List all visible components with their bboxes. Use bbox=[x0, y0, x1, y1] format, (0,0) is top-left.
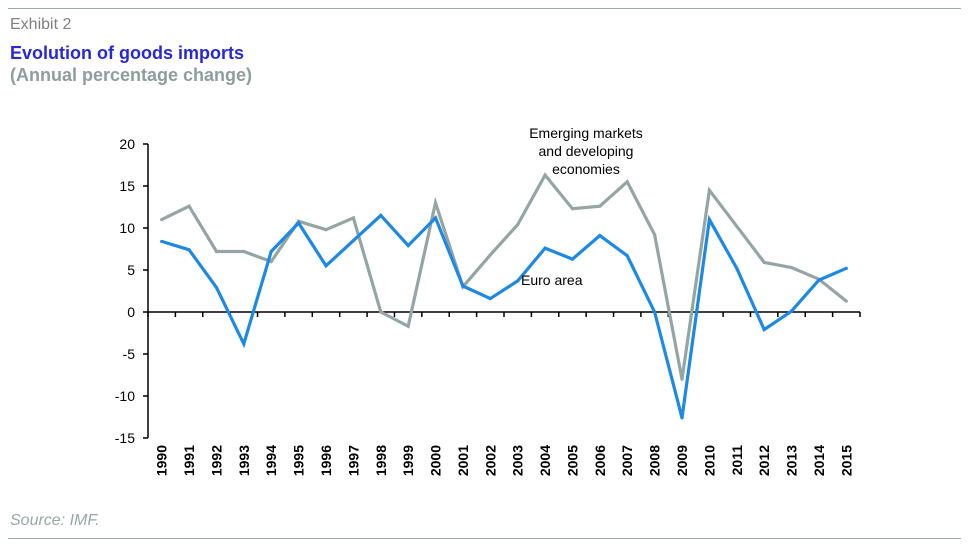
y-tick-label: -5 bbox=[123, 346, 136, 362]
x-tick-label: 2002 bbox=[482, 445, 498, 476]
x-tick-label: 2006 bbox=[592, 445, 608, 476]
x-tick-label: 2000 bbox=[428, 445, 444, 476]
y-tick-label: -10 bbox=[115, 388, 135, 404]
data-point bbox=[735, 224, 739, 228]
data-point bbox=[762, 328, 766, 332]
x-tick-label: 1991 bbox=[181, 445, 197, 476]
x-tick-label: 2012 bbox=[756, 445, 772, 476]
data-point bbox=[351, 239, 355, 243]
x-tick-label: 2014 bbox=[811, 445, 827, 476]
x-tick-label: 2015 bbox=[838, 445, 854, 476]
x-tick-label: 2005 bbox=[564, 445, 580, 476]
data-point bbox=[625, 254, 629, 258]
data-point bbox=[653, 233, 657, 237]
data-point bbox=[379, 310, 383, 314]
data-point bbox=[461, 284, 465, 288]
data-point bbox=[214, 249, 219, 254]
data-point bbox=[160, 218, 164, 222]
data-point bbox=[488, 253, 492, 257]
data-point bbox=[516, 279, 520, 283]
data-point bbox=[570, 207, 575, 211]
data-point bbox=[735, 266, 739, 270]
data-point bbox=[570, 257, 575, 261]
data-point bbox=[269, 260, 273, 264]
series-line-euro-area bbox=[161, 213, 847, 419]
data-point bbox=[406, 324, 410, 328]
series-label-emerging-markets: Emerging markets bbox=[529, 125, 643, 141]
x-tick-label: 1998 bbox=[373, 445, 389, 476]
data-point bbox=[543, 246, 547, 250]
data-point bbox=[598, 233, 602, 238]
data-point bbox=[269, 249, 273, 254]
data-point bbox=[187, 204, 191, 208]
y-tick-label: 5 bbox=[127, 262, 135, 278]
x-tick-label: 1992 bbox=[208, 445, 224, 476]
data-point bbox=[844, 266, 848, 270]
data-point bbox=[680, 416, 684, 420]
chart-title: Evolution of goods imports bbox=[10, 43, 244, 63]
x-tick-label: 2009 bbox=[674, 445, 690, 476]
source-note: Source: IMF. bbox=[10, 512, 100, 529]
bottom-rule bbox=[8, 538, 961, 539]
data-point bbox=[433, 216, 438, 220]
data-point bbox=[844, 299, 848, 303]
x-tick-label: 2013 bbox=[784, 445, 800, 476]
x-tick-label: 1994 bbox=[263, 445, 279, 476]
x-tick-label: 2008 bbox=[647, 445, 663, 476]
data-point bbox=[817, 278, 821, 282]
y-tick-label: 0 bbox=[127, 304, 135, 320]
x-tick-label: 2007 bbox=[619, 445, 635, 476]
chart-subtitle: (Annual percentage change) bbox=[10, 65, 253, 85]
data-point bbox=[297, 221, 301, 225]
x-tick-label: 1993 bbox=[236, 445, 252, 476]
y-tick-label: -15 bbox=[115, 430, 135, 446]
data-point bbox=[433, 201, 438, 205]
data-point bbox=[516, 223, 520, 227]
data-point bbox=[242, 342, 246, 346]
series-line-emerging-markets bbox=[160, 172, 848, 380]
data-point bbox=[214, 286, 219, 290]
y-tick-label: 20 bbox=[119, 136, 135, 152]
data-point bbox=[324, 228, 328, 232]
top-rule bbox=[8, 8, 961, 9]
series-label-emerging-markets: economies bbox=[552, 161, 620, 177]
plot-area: -15 -10 -5 0 5 10 15 20 1990 1991 1992 1993 1994 1995… bbox=[115, 125, 861, 476]
data-point bbox=[543, 173, 547, 177]
x-tick-label: 1995 bbox=[291, 445, 307, 476]
y-tick-label: 15 bbox=[119, 178, 135, 194]
data-point bbox=[789, 265, 794, 270]
x-tick-label: 1990 bbox=[154, 445, 170, 476]
data-point bbox=[653, 310, 657, 314]
data-point bbox=[762, 260, 766, 265]
data-point bbox=[351, 216, 355, 220]
series-label-euro-area: Euro area bbox=[521, 272, 583, 288]
x-tick-label: 1996 bbox=[318, 445, 334, 476]
series-label-emerging-markets: and developing bbox=[539, 143, 634, 159]
data-point bbox=[680, 377, 684, 381]
data-point bbox=[707, 188, 711, 192]
x-tick-label: 1997 bbox=[345, 445, 361, 476]
data-point bbox=[406, 244, 410, 248]
x-tick-label: 2003 bbox=[510, 445, 526, 476]
y-tick-label: 10 bbox=[119, 220, 135, 236]
x-tick-label: 2011 bbox=[729, 445, 745, 476]
data-point bbox=[789, 309, 794, 313]
x-tick-label: 2004 bbox=[537, 445, 553, 476]
data-point bbox=[625, 180, 629, 184]
data-point bbox=[242, 249, 246, 254]
x-tick-label: 2010 bbox=[701, 445, 717, 476]
data-point bbox=[379, 213, 383, 217]
exhibit-label: Exhibit 2 bbox=[10, 16, 72, 33]
x-tick-label: 1999 bbox=[400, 445, 416, 476]
data-point bbox=[598, 204, 602, 208]
data-point bbox=[707, 218, 711, 222]
x-tick-label: 2001 bbox=[455, 445, 471, 476]
data-point bbox=[160, 239, 164, 244]
data-point bbox=[324, 264, 328, 268]
data-point bbox=[187, 248, 191, 252]
data-point bbox=[488, 296, 492, 301]
